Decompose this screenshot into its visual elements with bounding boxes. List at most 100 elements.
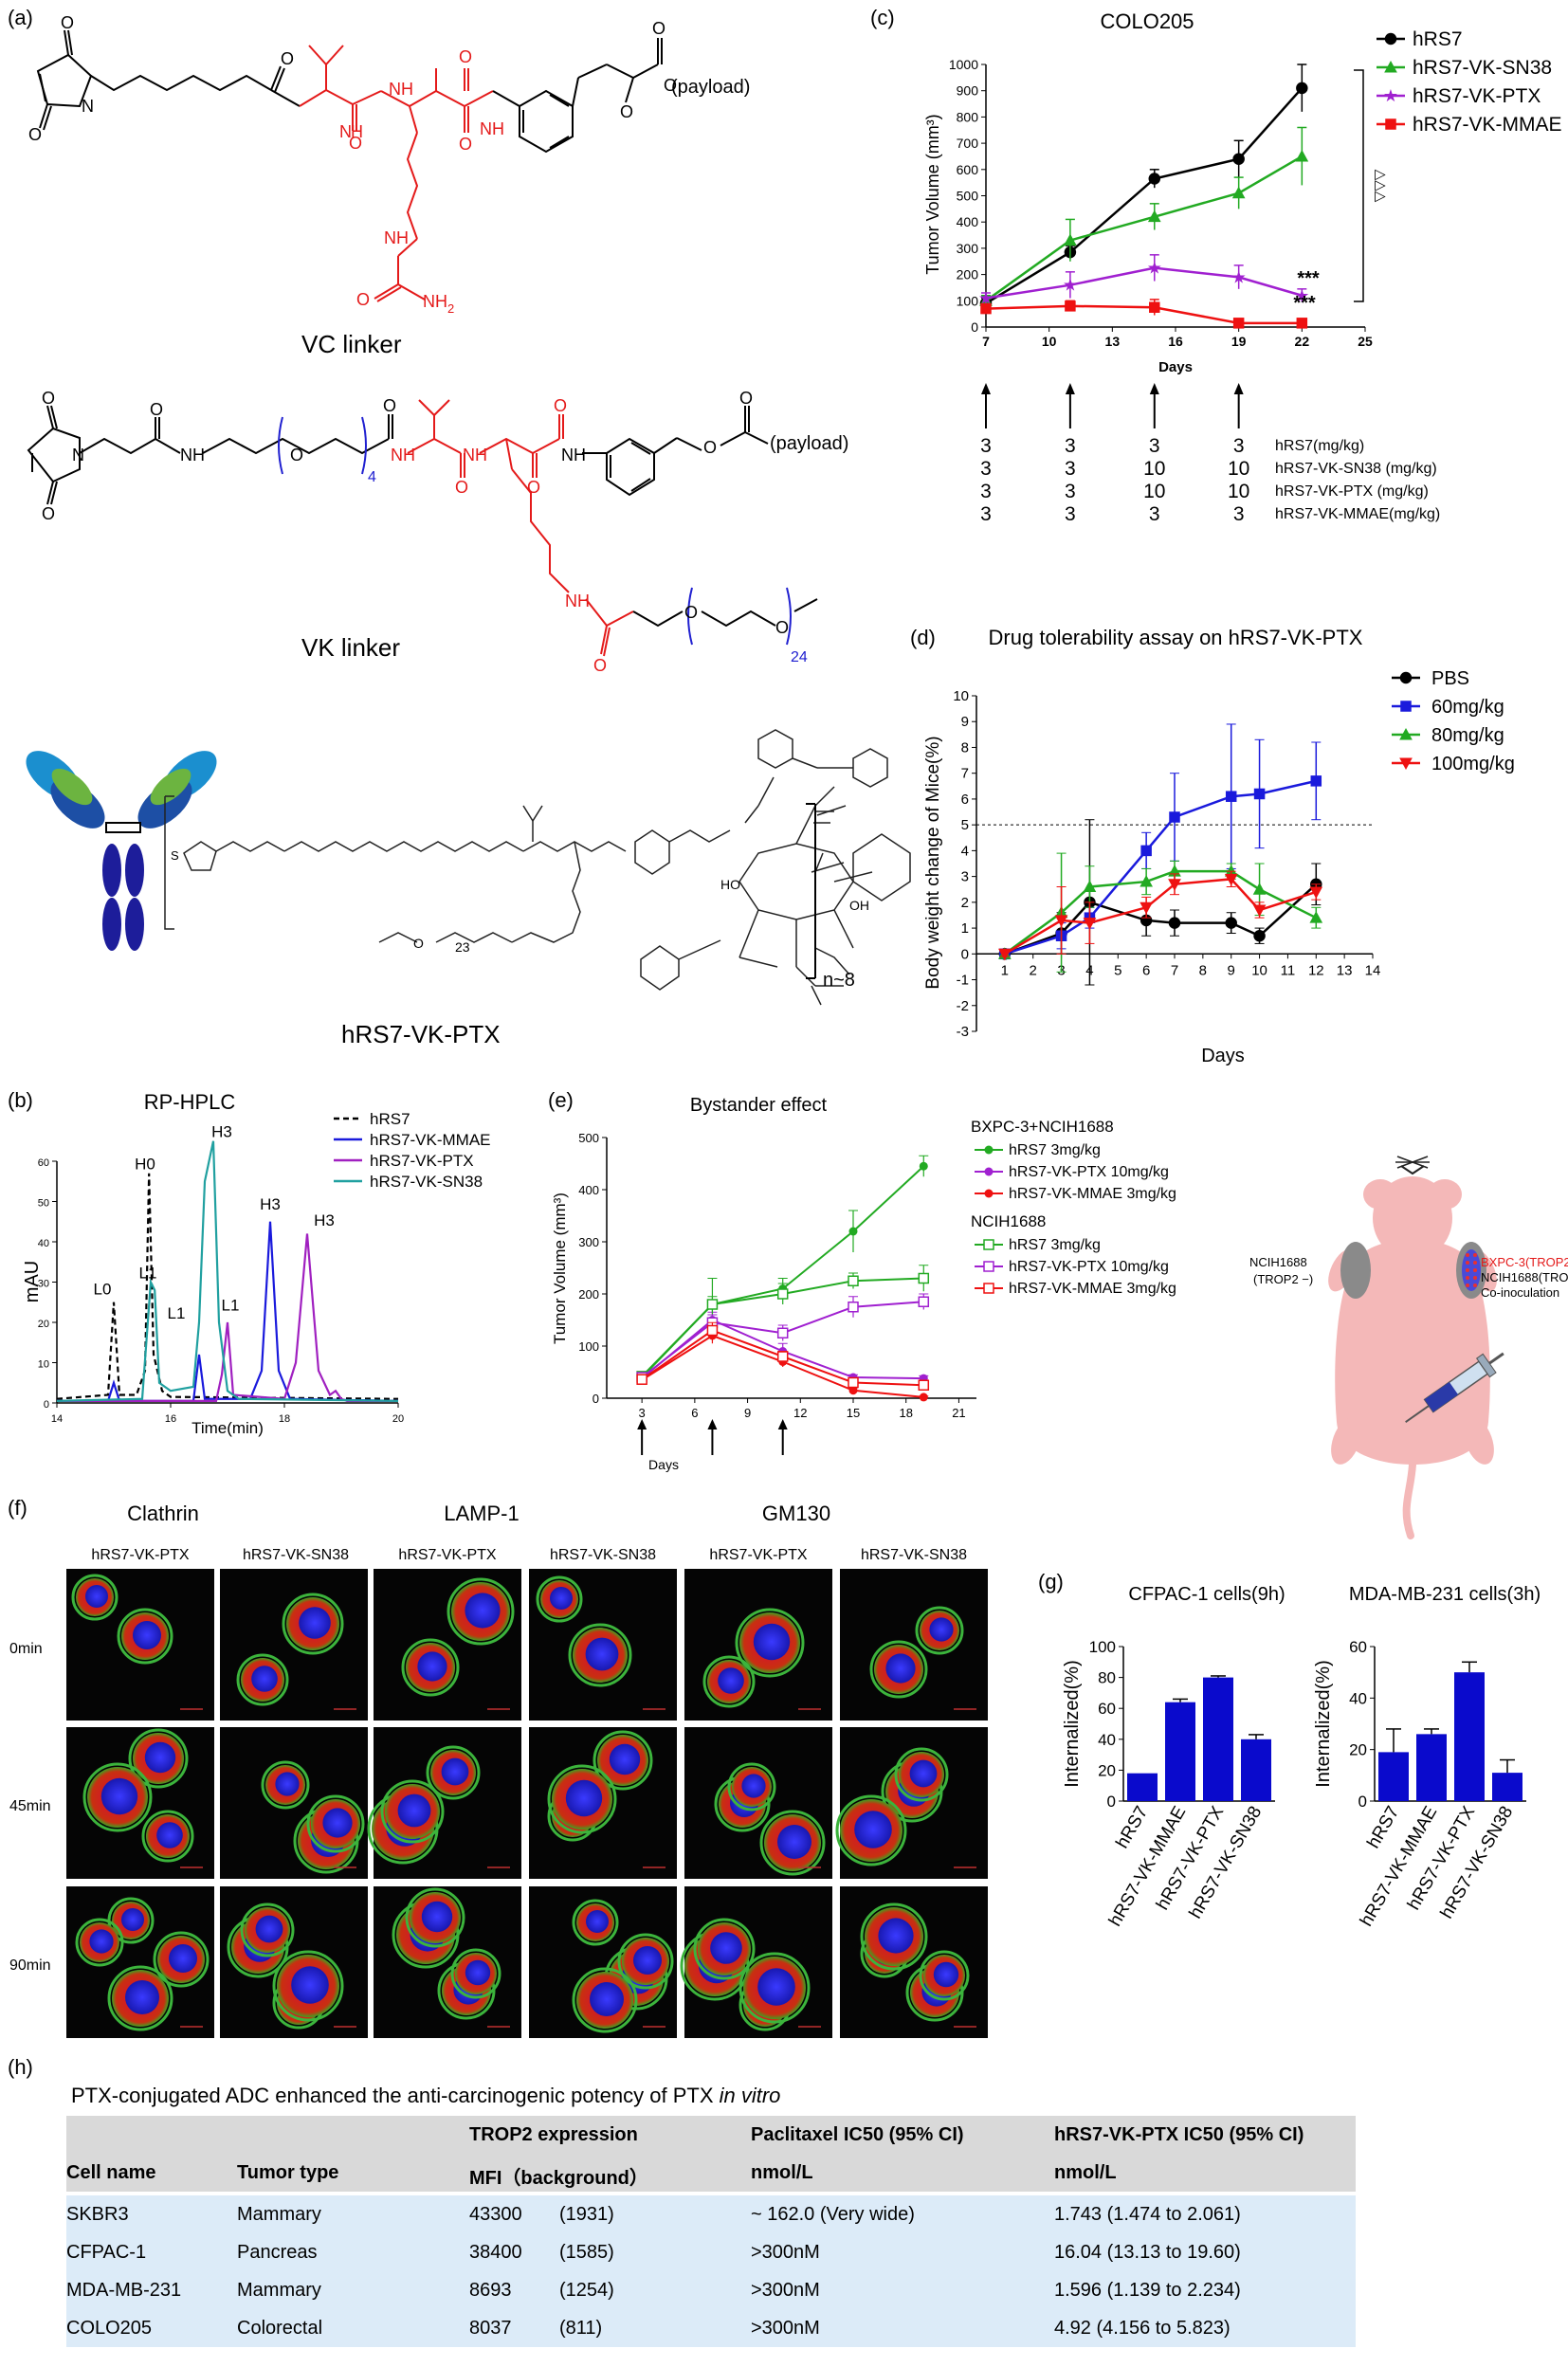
cell-mfi: 43300 <box>469 2204 522 2225</box>
x-tick-label: 1 <box>1001 962 1009 978</box>
data-point <box>1232 153 1245 165</box>
data-point <box>1168 879 1181 891</box>
mouse-label-right3: Co-inoculation <box>1481 1285 1559 1300</box>
dose-arrowhead <box>707 1419 718 1429</box>
bar <box>1203 1677 1233 1801</box>
y-tick-label: 0 <box>1358 1793 1367 1811</box>
cell-nucleus <box>550 1587 573 1610</box>
adc-atom-S: S <box>171 848 179 863</box>
header-cell-name: Cell name <box>66 2162 156 2183</box>
panel-label-h: (h) <box>8 2055 33 2079</box>
vk-atom-O11: O <box>593 656 607 675</box>
chart-title: Drug tolerability assay on hRS7-VK-PTX <box>989 626 1363 649</box>
x-tick-label: 18 <box>279 1413 290 1425</box>
cell-nucleus <box>421 1901 453 1933</box>
x-tick-label: 8 <box>1199 962 1207 978</box>
data-point <box>776 1351 789 1362</box>
table-row: COLO205 Colorectal 8037 (811) >300nM 4.9… <box>66 2309 1356 2347</box>
cell-membrane <box>236 1653 289 1706</box>
y-tick-label: 10 <box>38 1359 49 1371</box>
adc-structure <box>164 729 911 1006</box>
table-title-italic: in vitro <box>719 2084 781 2107</box>
col-label-2: hRS7-VK-SN38 <box>243 1547 349 1563</box>
cell-membrane <box>71 1574 119 1621</box>
data-point <box>918 1379 930 1391</box>
series-line <box>56 1140 399 1402</box>
vk-atom-O1: O <box>42 389 55 408</box>
data-point <box>1252 883 1267 895</box>
dose-arrowhead <box>1233 383 1244 394</box>
col-label-5: hRS7-VK-PTX <box>709 1547 807 1563</box>
x-tick-label: 19 <box>1231 334 1247 349</box>
significance-mark: *** <box>1293 293 1316 314</box>
cell-nucleus <box>465 1959 491 1986</box>
data-point: ★ <box>978 289 994 308</box>
legend-marker <box>1384 32 1397 46</box>
cell-membrane <box>426 1745 481 1800</box>
cell-nucleus <box>590 1982 624 2016</box>
cell-nucleus <box>885 1653 916 1684</box>
table-title: PTX-conjugated ADC enhanced the anti-car… <box>71 2084 780 2108</box>
y-tick-label: 20 <box>1098 1761 1116 1779</box>
cell-membrane <box>272 1950 344 2022</box>
legend-marker <box>983 1239 994 1250</box>
mouse-illustration <box>1328 1156 1504 1539</box>
cell-membrane <box>536 1575 583 1623</box>
cell-nucleus <box>710 1932 742 1964</box>
header-tumor-type: Tumor type <box>237 2162 339 2183</box>
cell-name: MDA-MB-231 <box>66 2280 182 2301</box>
legend-marker <box>1399 727 1413 740</box>
table-header-top: TROP2 expression Paclitaxel IC50 (95% CI… <box>66 2116 1356 2154</box>
legend-label: hRS7 3mg/kg <box>1009 1237 1101 1253</box>
legend-marker <box>1399 757 1413 771</box>
y-tick-label: 80 <box>1098 1669 1116 1687</box>
bystander-chart: 3 6 9 12 15 18 21 0 100 200 300 400 500 Bystander eff… <box>551 1095 1176 1472</box>
vk-atom-O7: O <box>527 478 540 497</box>
legend-marker: ★ <box>1383 86 1398 105</box>
cell-membrane <box>702 1655 756 1708</box>
category-label: hRS7 <box>1363 1803 1403 1852</box>
dose-value: 3 <box>1065 503 1076 525</box>
vk-atom-O3: O <box>150 400 163 419</box>
series-line <box>57 1221 399 1402</box>
cell-nucleus <box>417 1651 447 1682</box>
header-mfi: MFI（background） <box>469 2168 648 2189</box>
y-tick-label: 20 <box>38 1319 49 1330</box>
cell-nucleus <box>586 1910 609 1933</box>
y-tick-label: 60 <box>1098 1700 1116 1718</box>
cell-membrane <box>617 1933 674 1990</box>
panel-label-b: (b) <box>8 1088 33 1112</box>
vk-atom-O10: O <box>739 389 753 408</box>
y-tick-label: 5 <box>961 817 969 833</box>
peak-label: H0 <box>135 1156 155 1174</box>
table-row: CFPAC-1 Pancreas 38400 (1585) >300nM 16.… <box>66 2233 1356 2271</box>
x-tick-label: 14 <box>1365 962 1381 978</box>
cell-membrane <box>759 1810 826 1876</box>
row-label-45min: 45min <box>9 1798 51 1814</box>
vc-atom-O1: O <box>61 13 74 32</box>
mouse-label-left2: (TROP2 −) <box>1253 1272 1313 1286</box>
data-point <box>1168 917 1181 929</box>
cell-membrane <box>240 1903 295 1957</box>
vk-atom-O13: O <box>775 618 789 637</box>
y-tick-label: 0 <box>971 319 978 335</box>
y-tick-label: 500 <box>957 189 979 204</box>
vk-atom-NH1: NH <box>180 446 205 464</box>
vk-atom-HN: NH <box>565 592 590 610</box>
legend-label: hRS7-VK-PTX <box>370 1152 474 1170</box>
adc-atom-O-me: O <box>413 936 424 951</box>
data-point <box>848 1302 859 1313</box>
significance-bracket <box>1354 69 1364 302</box>
cell-tumor: Colorectal <box>237 2318 323 2339</box>
x-tick-label: 7 <box>982 334 990 349</box>
legend-label: hRS7-VK-SN38 <box>370 1173 483 1191</box>
vc-atom-NH1: NH <box>389 80 413 99</box>
dose-value: 3 <box>1233 503 1245 525</box>
data-point <box>1309 886 1323 899</box>
legend-label: hRS7-VK-PTX 10mg/kg <box>1009 1259 1169 1275</box>
y-tick-label: 40 <box>1098 1731 1116 1749</box>
data-point <box>1225 791 1237 802</box>
legend-label: PBS <box>1431 668 1469 689</box>
dose-row-label: hRS7-VK-MMAE(mg/kg) <box>1275 506 1440 522</box>
microscopy-grid: Clathrin LAMP-1 GM130 hRS7-VK-PTX hRS7-V… <box>9 1502 988 2038</box>
